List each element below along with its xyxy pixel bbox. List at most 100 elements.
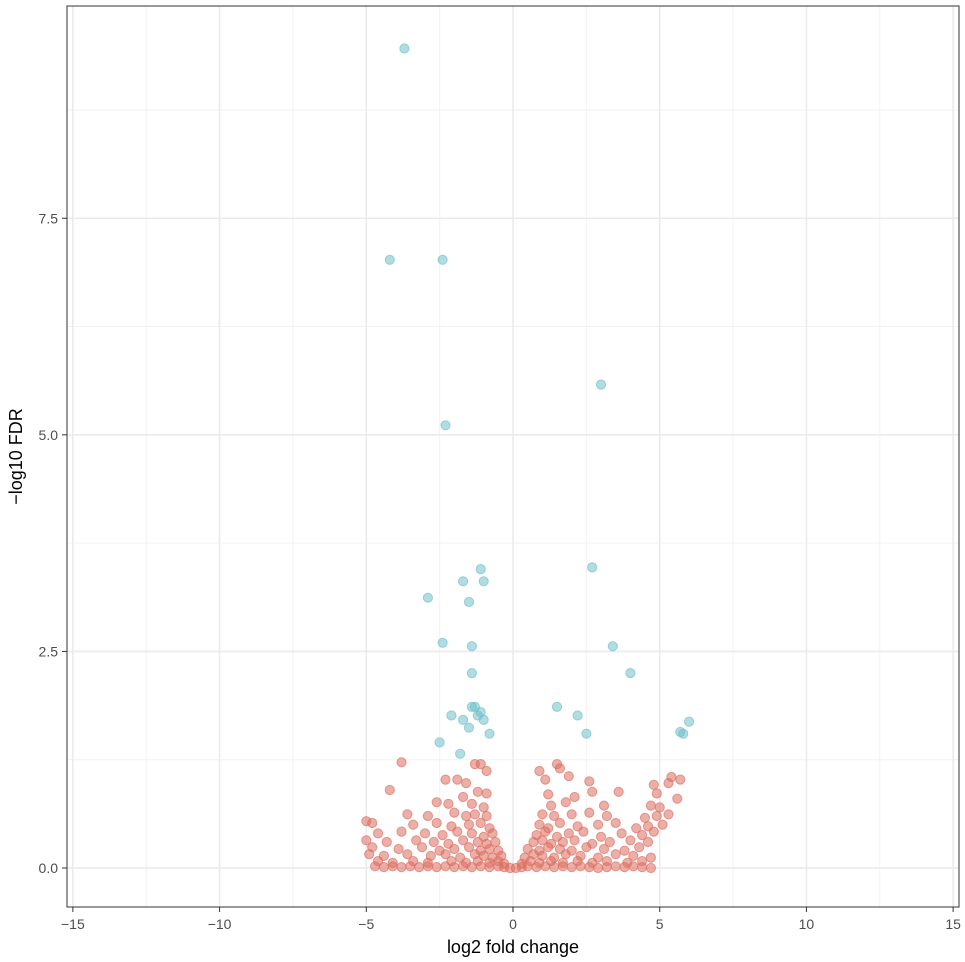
- data-points: [361, 43, 695, 874]
- data-point: [554, 817, 566, 829]
- data-point: [593, 819, 604, 830]
- data-point: [549, 862, 560, 873]
- data-point: [396, 826, 407, 837]
- data-point: [566, 809, 577, 820]
- data-point: [367, 817, 378, 829]
- data-point: [416, 842, 428, 853]
- data-point: [634, 842, 645, 853]
- data-point: [531, 862, 542, 873]
- data-point: [663, 778, 674, 789]
- data-point: [675, 774, 686, 785]
- data-point: [449, 843, 460, 855]
- data-point: [463, 596, 475, 608]
- data-point: [393, 843, 404, 855]
- data-point: [422, 592, 433, 603]
- data-point: [396, 862, 407, 873]
- data-point: [572, 710, 583, 721]
- data-point: [645, 862, 657, 874]
- y-tick-label: 5.0: [39, 427, 59, 443]
- x-tick-label: 0: [509, 916, 517, 932]
- data-point: [481, 788, 492, 799]
- x-tick-label: 10: [799, 916, 815, 932]
- data-point: [466, 828, 477, 839]
- x-tick-label: 5: [656, 916, 664, 932]
- x-tick-label: 15: [945, 916, 961, 932]
- x-tick-label: −5: [358, 916, 374, 932]
- data-point: [604, 836, 615, 848]
- data-point: [440, 861, 451, 872]
- data-point: [478, 802, 489, 813]
- data-point: [384, 254, 395, 265]
- x-tick-label: −10: [208, 916, 232, 932]
- data-point: [645, 852, 657, 863]
- data-point: [628, 850, 639, 862]
- data-point: [466, 668, 477, 679]
- data-point: [619, 862, 630, 873]
- data-point: [534, 819, 545, 830]
- data-point: [399, 43, 410, 54]
- data-point: [610, 849, 621, 860]
- data-point: [431, 817, 442, 829]
- data-point: [469, 809, 480, 820]
- data-point: [628, 861, 639, 872]
- data-point: [657, 819, 668, 830]
- data-point: [458, 791, 469, 803]
- data-point: [455, 748, 466, 759]
- data-point: [584, 807, 595, 818]
- data-point: [540, 861, 551, 872]
- data-point: [361, 835, 372, 846]
- data-point: [639, 812, 651, 823]
- data-point: [437, 830, 448, 841]
- data-point: [549, 810, 560, 822]
- data-point: [461, 778, 472, 789]
- data-point: [475, 817, 486, 829]
- x-axis-title: log2 fold change: [447, 937, 579, 957]
- data-point: [472, 836, 483, 848]
- data-point: [601, 862, 613, 873]
- data-point: [587, 786, 598, 797]
- data-point: [554, 763, 566, 774]
- data-point: [642, 836, 654, 848]
- data-point: [411, 835, 422, 846]
- data-point: [625, 835, 636, 846]
- data-point: [364, 849, 375, 860]
- data-point: [478, 714, 489, 726]
- data-point: [616, 828, 627, 839]
- data-point: [613, 786, 624, 797]
- data-point: [619, 845, 630, 856]
- data-point: [449, 862, 460, 873]
- data-point: [610, 817, 621, 829]
- data-point: [466, 701, 477, 713]
- data-point: [402, 809, 413, 820]
- data-point: [569, 791, 580, 803]
- data-point: [540, 826, 551, 837]
- data-point: [428, 836, 439, 848]
- data-point: [543, 789, 554, 800]
- data-point: [648, 826, 659, 837]
- data-point: [463, 819, 475, 830]
- data-point: [560, 797, 571, 808]
- data-point: [487, 828, 498, 839]
- data-point: [478, 576, 489, 587]
- data-point: [449, 807, 460, 818]
- data-point: [648, 779, 659, 790]
- data-point: [446, 710, 457, 721]
- x-tick-label: −15: [61, 916, 85, 932]
- data-point: [481, 765, 492, 777]
- data-point: [384, 784, 395, 796]
- data-point: [645, 800, 657, 811]
- data-point: [684, 716, 695, 727]
- data-point: [551, 701, 563, 713]
- data-point: [437, 254, 448, 265]
- data-point: [452, 826, 463, 837]
- data-point: [625, 668, 636, 679]
- data-point: [637, 830, 648, 841]
- y-tick-label: 2.5: [39, 643, 59, 659]
- data-point: [437, 637, 448, 648]
- data-point: [557, 861, 569, 872]
- data-point: [475, 564, 486, 575]
- data-point: [566, 862, 577, 873]
- data-point: [463, 842, 475, 853]
- axes: −15 −10 −5 0 5 10 15 0.0 2.5 5.0 7.5: [39, 210, 962, 932]
- data-point: [563, 771, 574, 782]
